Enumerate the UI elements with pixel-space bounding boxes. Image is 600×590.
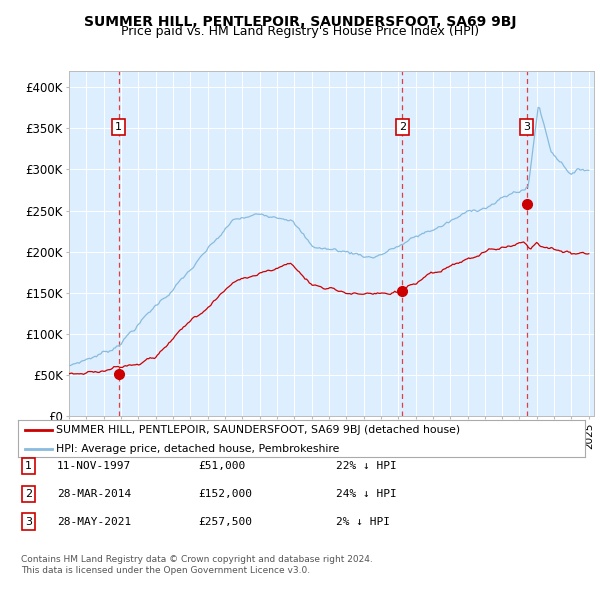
Text: 11-NOV-1997: 11-NOV-1997 — [57, 461, 131, 471]
Text: 3: 3 — [25, 517, 32, 526]
Text: SUMMER HILL, PENTLEPOIR, SAUNDERSFOOT, SA69 9BJ (detached house): SUMMER HILL, PENTLEPOIR, SAUNDERSFOOT, S… — [56, 425, 460, 435]
Text: HPI: Average price, detached house, Pembrokeshire: HPI: Average price, detached house, Pemb… — [56, 444, 340, 454]
Text: 1: 1 — [115, 122, 122, 132]
Text: 2: 2 — [25, 489, 32, 499]
Text: 22% ↓ HPI: 22% ↓ HPI — [336, 461, 397, 471]
Text: Contains HM Land Registry data © Crown copyright and database right 2024.: Contains HM Land Registry data © Crown c… — [21, 555, 373, 564]
Text: £257,500: £257,500 — [198, 517, 252, 526]
Text: 1: 1 — [25, 461, 32, 471]
Text: 2% ↓ HPI: 2% ↓ HPI — [336, 517, 390, 526]
Text: 28-MAR-2014: 28-MAR-2014 — [57, 489, 131, 499]
Text: 2: 2 — [399, 122, 406, 132]
Text: This data is licensed under the Open Government Licence v3.0.: This data is licensed under the Open Gov… — [21, 566, 310, 575]
Text: 3: 3 — [523, 122, 530, 132]
Text: Price paid vs. HM Land Registry's House Price Index (HPI): Price paid vs. HM Land Registry's House … — [121, 25, 479, 38]
Text: 28-MAY-2021: 28-MAY-2021 — [57, 517, 131, 526]
Text: £152,000: £152,000 — [198, 489, 252, 499]
Text: £51,000: £51,000 — [198, 461, 245, 471]
Text: 24% ↓ HPI: 24% ↓ HPI — [336, 489, 397, 499]
Text: SUMMER HILL, PENTLEPOIR, SAUNDERSFOOT, SA69 9BJ: SUMMER HILL, PENTLEPOIR, SAUNDERSFOOT, S… — [84, 15, 516, 29]
